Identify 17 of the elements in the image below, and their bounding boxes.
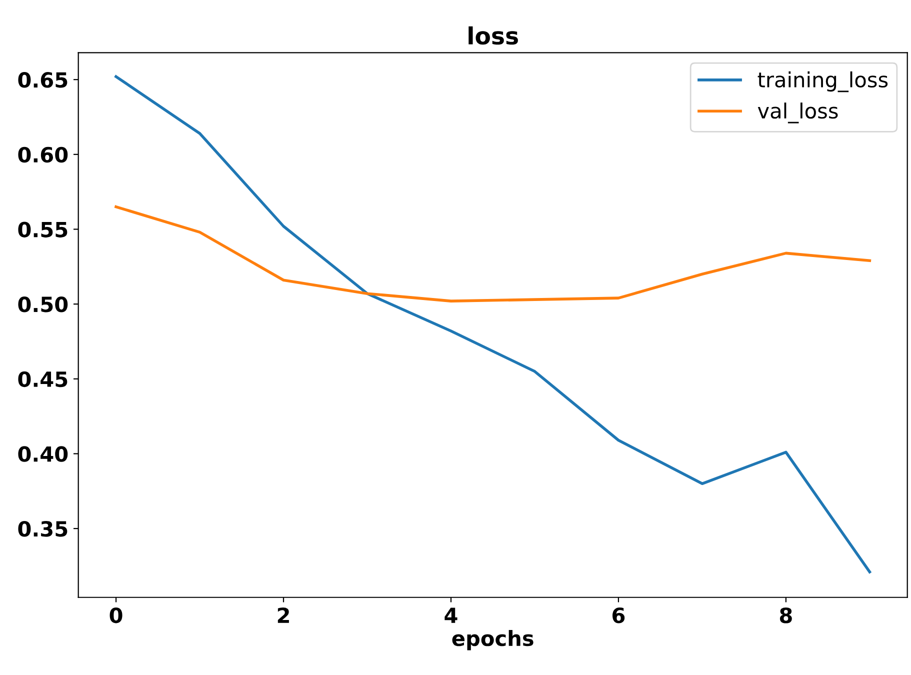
- y-tick-label: 0.40: [18, 446, 68, 462]
- line-series: [114, 205, 872, 302]
- y-tick-label: 0.65: [18, 72, 68, 88]
- y-tick-label: 0.55: [18, 222, 68, 238]
- x-tick-label: 2: [278, 607, 289, 623]
- x-tick-label: 0: [110, 607, 122, 624]
- legend-label: val_loss: [758, 102, 838, 124]
- legend-label: training_loss: [758, 71, 888, 92]
- y-tick-label: 0.50: [18, 296, 68, 312]
- y-tick-label: 0.60: [18, 146, 68, 163]
- x-tick-label: 6: [612, 607, 625, 624]
- y-tick-label: 0.45: [18, 371, 68, 388]
- x-tick-label: 8: [780, 607, 792, 624]
- x-tick-label: 4: [444, 608, 458, 623]
- chart-title: loss: [468, 26, 518, 45]
- y-tick-label: 0.35: [18, 520, 68, 537]
- x-axis-title: epochs: [452, 630, 534, 650]
